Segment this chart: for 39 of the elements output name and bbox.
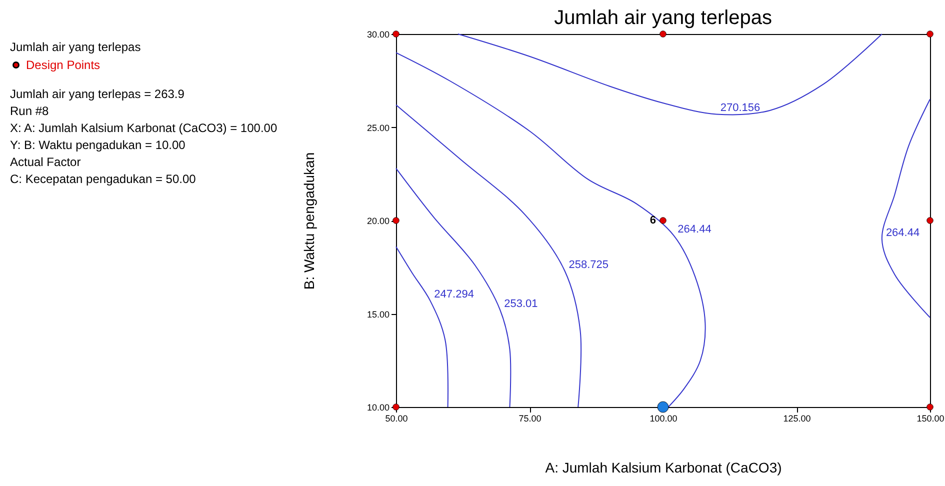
line-series: [457, 34, 882, 116]
text: Run #8: [10, 103, 50, 120]
chart-title: Jumlah air yang terlepas: [554, 7, 772, 29]
text: C: Kecepatan pengadukan = 50.00: [10, 171, 197, 188]
point: [392, 404, 400, 410]
series-label: 258.725: [568, 258, 609, 271]
x-tick-label: 150.00: [916, 414, 944, 424]
text: Y: B: Waktu pengadukan = 10.00: [10, 137, 186, 154]
y-axis-title: B: Waktu pengadukan: [300, 152, 317, 290]
x-tick-label: 100.00: [650, 414, 678, 424]
line-series: [881, 98, 930, 318]
text: Jumlah air yang terlepas = 263.9: [10, 86, 186, 103]
series-label: 253.01: [504, 298, 538, 310]
point: [392, 30, 400, 38]
x-axis-title: A: Jumlah Kalsium Karbonat (CaCO3): [545, 460, 782, 476]
point: [660, 217, 666, 224]
y-tick-label: 10.00: [366, 402, 390, 412]
series-label: 247.294: [434, 288, 474, 301]
point: [657, 401, 669, 413]
y-tick-label: 30.00: [366, 30, 390, 40]
text: Actual Factor: [10, 154, 82, 171]
series-label: 270.156: [720, 102, 760, 114]
legend-label: Design Points: [26, 58, 100, 72]
legend-title: Jumlah air yang terlepas: [10, 40, 141, 54]
x-tick-label: 125.00: [783, 414, 811, 424]
x-tick-label: 75.00: [518, 414, 542, 424]
y-tick-label: 25.00: [366, 122, 390, 133]
point: [660, 30, 666, 38]
point: [926, 30, 934, 38]
y-tick-label: 15.00: [366, 309, 390, 320]
y-tick-label: 20.00: [366, 216, 390, 226]
x-tick-label: 50.00: [385, 414, 408, 424]
text: X: A: Jumlah Kalsium Karbonat (CaCO3) = 100.00: [10, 120, 278, 137]
series-label: 264.44: [886, 227, 920, 240]
point: [926, 217, 934, 224]
point: [926, 404, 934, 410]
point: [392, 217, 400, 224]
series-label: 264.44: [678, 223, 712, 236]
annotation: 6: [650, 214, 656, 226]
